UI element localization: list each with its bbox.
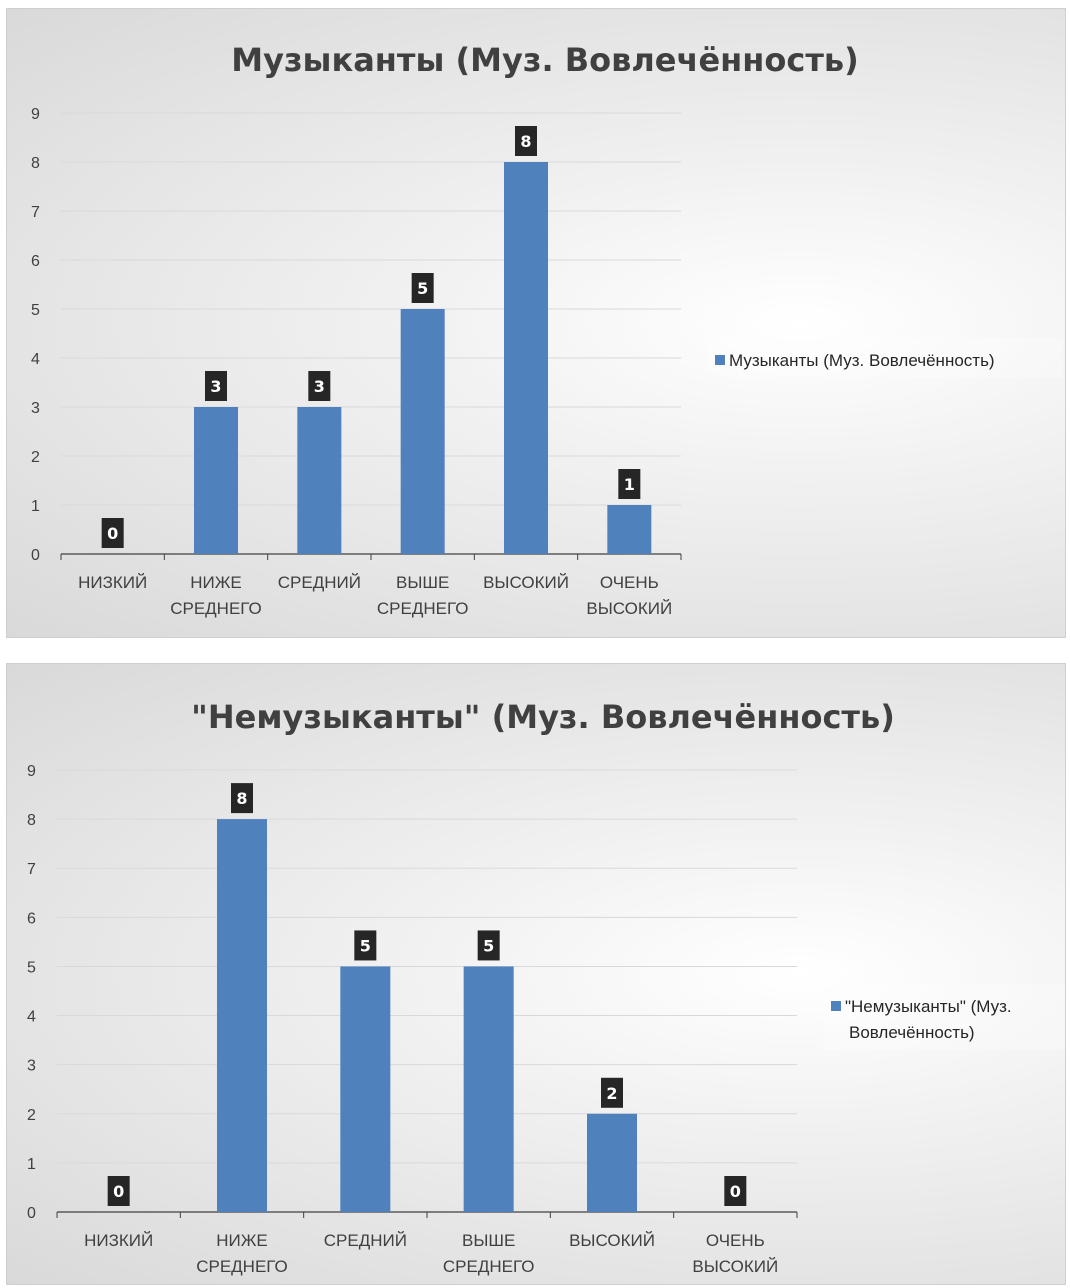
data-label-text: 5 bbox=[360, 936, 371, 955]
y-tick-label: 1 bbox=[27, 1156, 36, 1173]
x-category-label: СРЕДНИЙ bbox=[278, 573, 361, 592]
data-label-box bbox=[618, 469, 641, 499]
bar-5 bbox=[587, 1113, 637, 1212]
data-label-box bbox=[205, 371, 227, 401]
data-label-text: 5 bbox=[483, 936, 494, 955]
bar-6 bbox=[607, 505, 652, 554]
legend: "Немузыканты" (Муз. Вовлечённость) bbox=[823, 984, 1065, 1050]
data-label-5: 8 bbox=[515, 126, 537, 156]
bar-5 bbox=[504, 162, 548, 554]
y-tick-label: 9 bbox=[27, 763, 36, 780]
y-tick-label: 8 bbox=[27, 812, 36, 829]
y-tick-label: 5 bbox=[31, 302, 40, 319]
data-label-6: 0 bbox=[724, 1176, 747, 1206]
x-category-label: ВЫСОКИЙ bbox=[483, 573, 569, 592]
y-tick-label: 8 bbox=[31, 155, 40, 172]
data-label-box bbox=[477, 930, 500, 961]
legend-box bbox=[823, 984, 1065, 1050]
x-category-label: НИЖЕ СРЕДНЕГО bbox=[170, 573, 262, 618]
chart-musicians: Музыканты (Муз. Вовлечённость) 0 1 2 3 4 5 6 7 8 9… bbox=[31, 41, 1063, 618]
bar-2 bbox=[217, 819, 267, 1212]
y-tick-label: 1 bbox=[31, 498, 40, 515]
data-label-box bbox=[107, 1176, 130, 1206]
x-category-label: ОЧЕНЬ ВЫСОКИЙ bbox=[692, 1231, 778, 1276]
chart-panel-nonmusicians: "Немузыканты" (Муз. Вовлечённость) 0 1 2 3 4 5… bbox=[6, 663, 1066, 1285]
data-label-text: 1 bbox=[624, 475, 635, 494]
y-tick-label: 4 bbox=[31, 351, 40, 368]
x-category-label: НИЗКИЙ bbox=[84, 1231, 153, 1250]
bar-4 bbox=[463, 966, 514, 1212]
y-tick-label: 7 bbox=[27, 861, 36, 878]
data-label-2: 8 bbox=[231, 783, 253, 814]
data-label-text: 5 bbox=[417, 279, 428, 298]
data-label-4: 5 bbox=[477, 930, 500, 961]
data-label-5: 2 bbox=[601, 1077, 623, 1108]
data-label-4: 5 bbox=[411, 273, 434, 303]
chart-title: "Немузыканты" (Муз. Вовлечённость) bbox=[191, 698, 895, 736]
y-tick-label: 3 bbox=[27, 1058, 36, 1075]
bar-3 bbox=[340, 966, 391, 1212]
data-label-text: 8 bbox=[236, 789, 247, 808]
data-label-box bbox=[354, 930, 377, 961]
data-label-box bbox=[308, 371, 331, 401]
legend: Музыканты (Муз. Вовлечённость) bbox=[707, 338, 1063, 378]
y-tick-label: 2 bbox=[27, 1107, 36, 1124]
data-label-text: 8 bbox=[520, 132, 531, 151]
data-label-text: 0 bbox=[730, 1182, 741, 1201]
bar-2 bbox=[194, 407, 238, 554]
legend-swatch bbox=[715, 355, 725, 365]
data-label-1: 0 bbox=[107, 1176, 130, 1206]
y-tick-label: 0 bbox=[31, 547, 40, 564]
data-label-3: 3 bbox=[308, 371, 331, 401]
chart-title: Музыканты (Муз. Вовлечённость) bbox=[231, 41, 859, 79]
legend-label: "Немузыканты" (Муз. Вовлечённость) bbox=[845, 997, 1012, 1042]
data-label-6: 1 bbox=[618, 469, 641, 499]
y-tick-label: 3 bbox=[31, 400, 40, 417]
bar-4 bbox=[400, 309, 445, 554]
data-label-box bbox=[724, 1176, 747, 1206]
y-tick-label: 6 bbox=[27, 910, 36, 927]
x-category-label: ВЫШЕ СРЕДНЕГО bbox=[443, 1231, 535, 1276]
data-label-box bbox=[601, 1077, 623, 1108]
data-label-text: 0 bbox=[113, 1182, 124, 1201]
y-tick-label: 0 bbox=[27, 1205, 36, 1222]
data-label-1: 0 bbox=[101, 518, 124, 548]
legend-swatch bbox=[831, 1001, 841, 1011]
y-tick-label: 2 bbox=[31, 449, 40, 466]
y-tick-label: 5 bbox=[27, 959, 36, 976]
data-label-text: 3 bbox=[314, 377, 325, 396]
x-category-label: ВЫШЕ СРЕДНЕГО bbox=[377, 573, 469, 618]
x-category-label: ОЧЕНЬ ВЫСОКИЙ bbox=[586, 573, 672, 618]
data-label-text: 2 bbox=[606, 1084, 617, 1103]
y-tick-label: 4 bbox=[27, 1009, 36, 1026]
data-label-text: 3 bbox=[210, 377, 221, 396]
x-category-label: НИЖЕ СРЕДНЕГО bbox=[196, 1231, 288, 1276]
legend-label: Музыканты (Муз. Вовлечённость) bbox=[729, 351, 995, 370]
legend-box bbox=[707, 338, 1063, 378]
data-label-3: 5 bbox=[354, 930, 377, 961]
data-label-box bbox=[411, 273, 434, 303]
x-category-label: ВЫСОКИЙ bbox=[569, 1231, 655, 1250]
bar-3 bbox=[297, 407, 342, 554]
x-category-label: НИЗКИЙ bbox=[78, 573, 147, 592]
y-tick-label: 7 bbox=[31, 204, 40, 221]
data-label-box bbox=[515, 126, 537, 156]
x-category-label: СРЕДНИЙ bbox=[324, 1231, 407, 1250]
data-label-2: 3 bbox=[205, 371, 227, 401]
y-tick-label: 9 bbox=[31, 106, 40, 123]
chart-panel-musicians: Музыканты (Муз. Вовлечённость) 0 1 2 3 4 5 6 7 8 9… bbox=[6, 8, 1066, 638]
y-tick-label: 6 bbox=[31, 253, 40, 270]
data-label-box bbox=[101, 518, 124, 548]
chart-nonmusicians: "Немузыканты" (Муз. Вовлечённость) 0 1 2 3 4 5… bbox=[27, 698, 1065, 1276]
data-label-text: 0 bbox=[107, 524, 118, 543]
data-label-box bbox=[231, 783, 253, 814]
